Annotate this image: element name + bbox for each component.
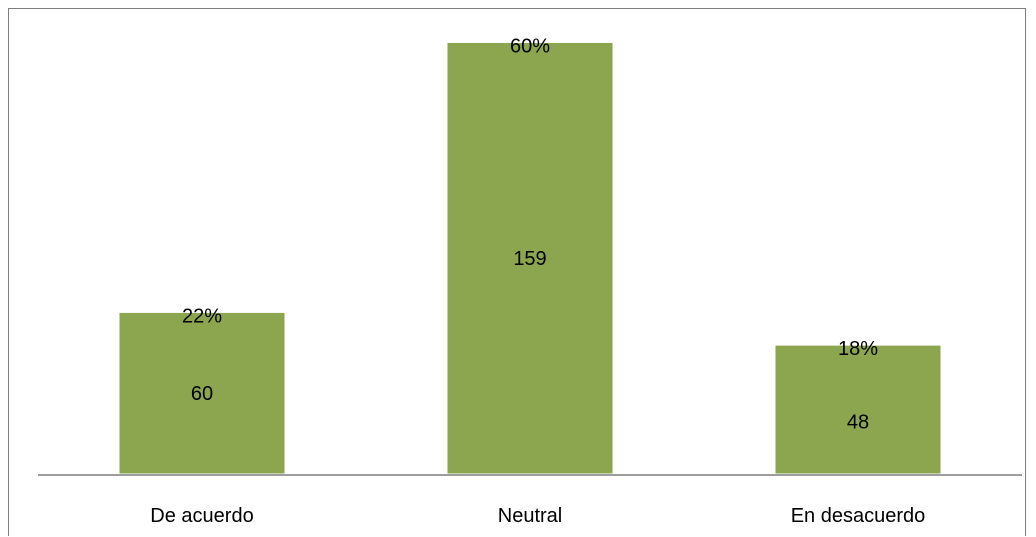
category-label-2: Neutral xyxy=(498,505,562,527)
chart-frame xyxy=(8,8,1026,536)
percent-label-1: 22% xyxy=(182,305,222,327)
labels-group: 22% 60 De acuerdo 60% 159 Neutral 18% 48 En desa… xyxy=(150,35,925,527)
percent-label-2: 60% xyxy=(510,35,550,57)
category-label-3: En desacuerdo xyxy=(791,505,926,527)
value-label-2: 159 xyxy=(513,248,546,270)
percent-label-3: 18% xyxy=(838,338,878,360)
value-label-1: 60 xyxy=(191,383,213,405)
bar-2 xyxy=(444,39,616,477)
category-label-1: De acuerdo xyxy=(150,505,253,527)
value-label-3: 48 xyxy=(847,412,869,434)
bar-3 xyxy=(772,342,944,477)
